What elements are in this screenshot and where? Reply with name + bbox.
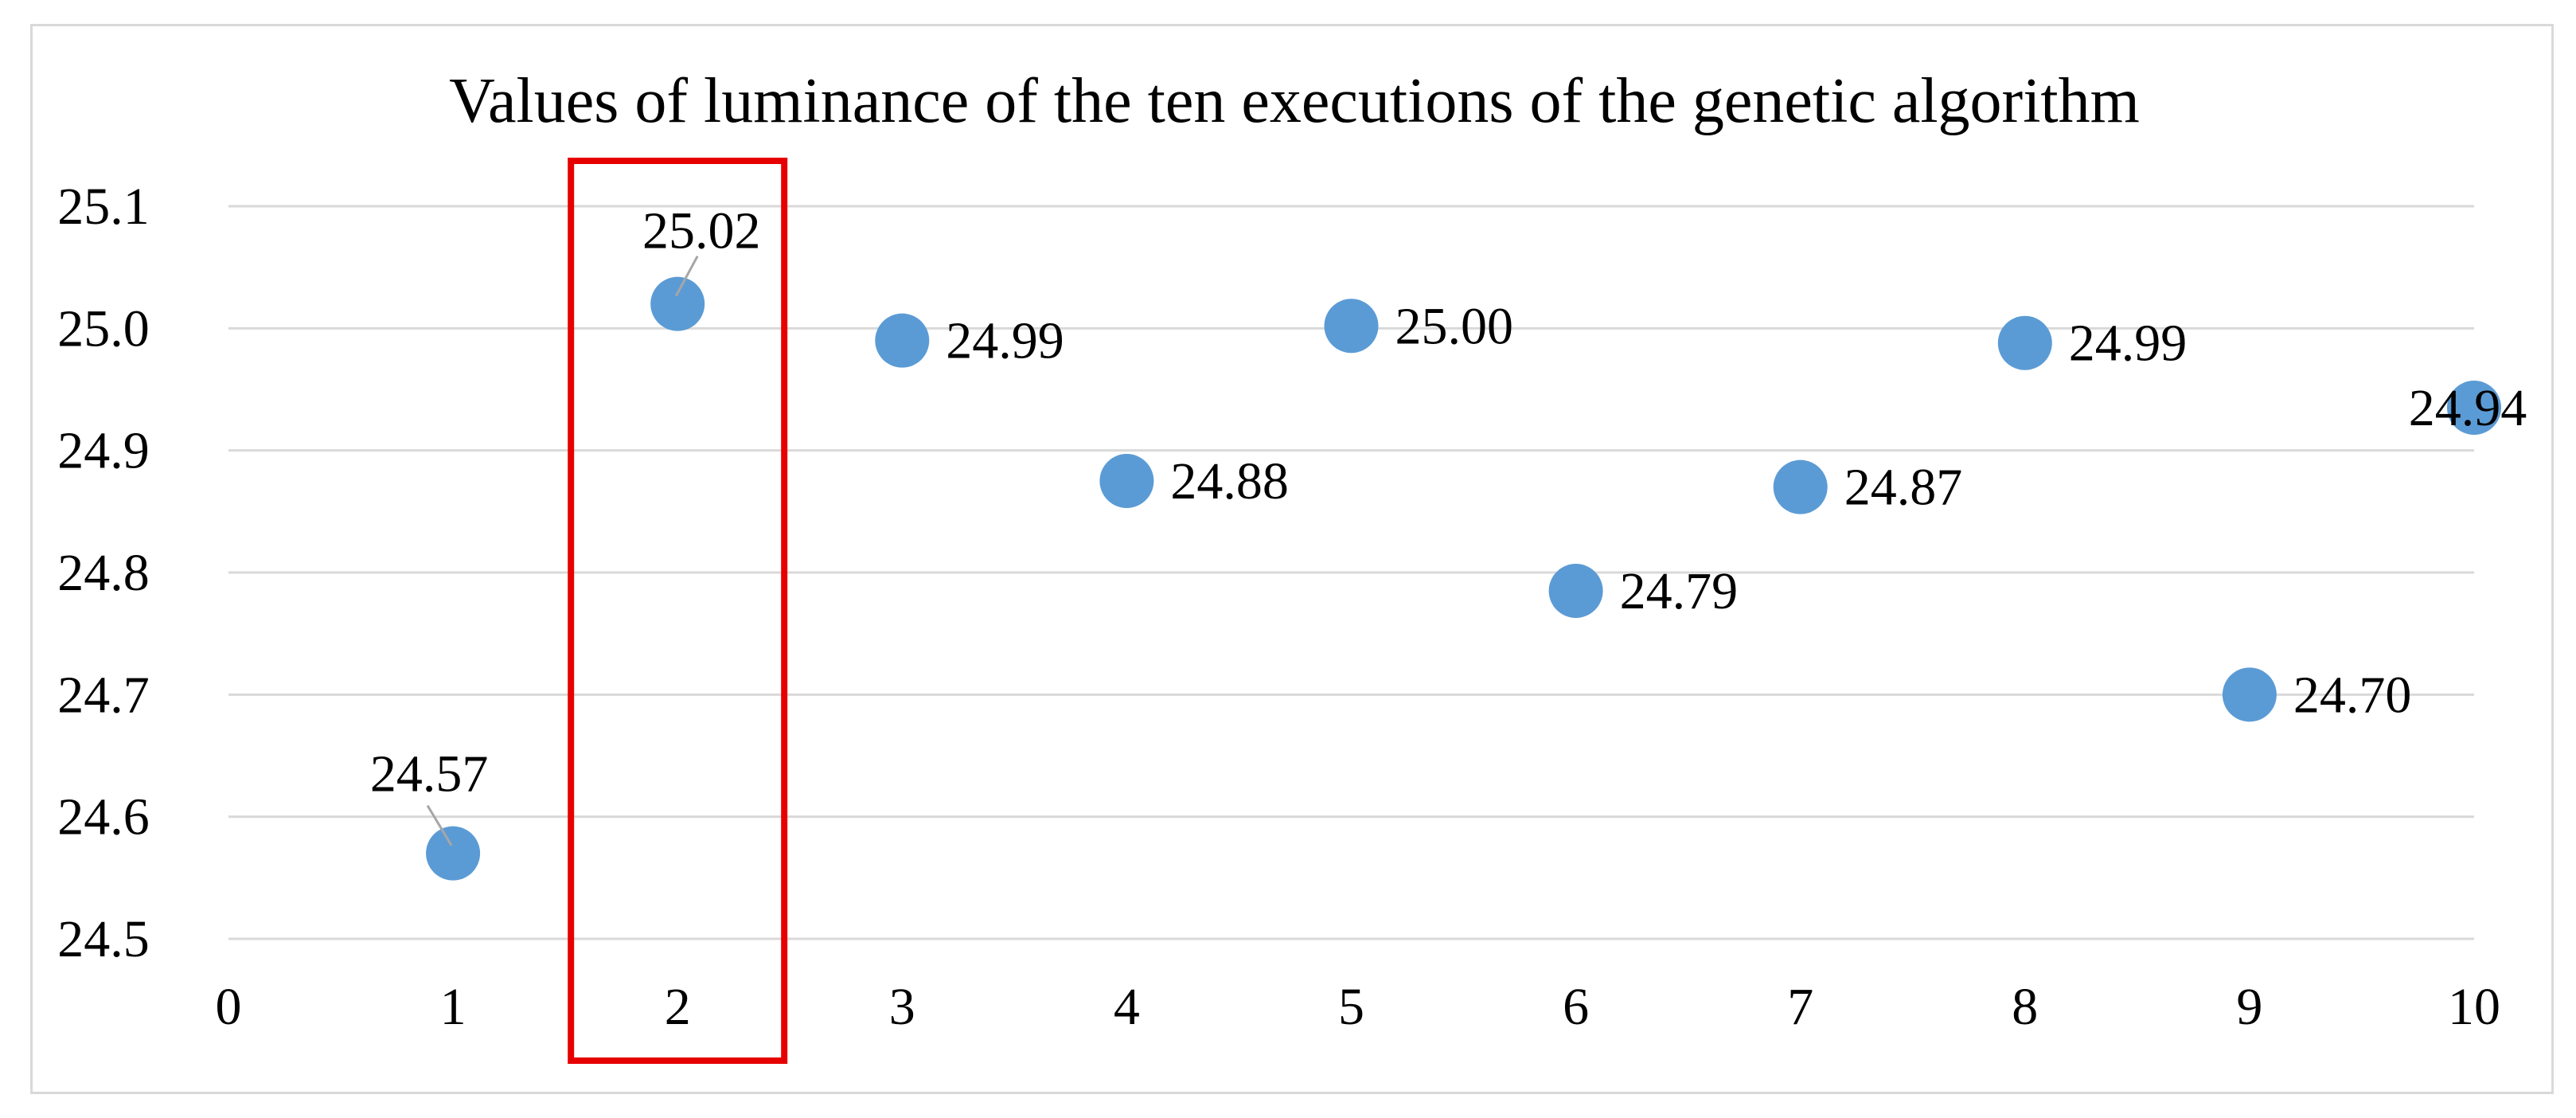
y-tick-label: 24.6 bbox=[57, 788, 150, 846]
x-axis-ticks: 0 1 2 3 4 5 6 7 8 9 10 bbox=[216, 978, 2501, 1036]
data-point bbox=[1773, 459, 1828, 514]
data-label: 24.87 bbox=[1844, 459, 1963, 517]
y-axis-ticks: 24.5 24.6 24.7 24.8 24.9 25.0 25.1 bbox=[57, 178, 150, 968]
data-point bbox=[1548, 564, 1603, 618]
data-point bbox=[650, 276, 705, 331]
data-point bbox=[1099, 454, 1154, 508]
y-tick-label: 25.0 bbox=[57, 299, 150, 358]
data-label: 25.00 bbox=[1395, 297, 1514, 355]
highlight-layer bbox=[568, 158, 788, 1064]
data-label: 24.88 bbox=[1170, 452, 1289, 510]
data-labels: 24.57 25.02 24.99 24.88 25.00 24.79 24.87 24.99… bbox=[370, 202, 2527, 846]
y-tick-label: 25.1 bbox=[57, 178, 150, 236]
x-tick-label: 10 bbox=[2448, 978, 2500, 1036]
data-point bbox=[426, 826, 481, 881]
data-label: 24.57 bbox=[370, 745, 489, 803]
data-point bbox=[1324, 299, 1379, 354]
data-label: 24.99 bbox=[946, 312, 1064, 370]
data-point bbox=[2222, 667, 2277, 722]
data-point bbox=[1997, 315, 2052, 370]
leader-line bbox=[674, 255, 699, 297]
data-points bbox=[426, 276, 2501, 881]
x-tick-label: 0 bbox=[216, 978, 242, 1036]
data-point bbox=[875, 313, 930, 368]
highlight-box bbox=[568, 158, 788, 1064]
data-label: 24.79 bbox=[1620, 562, 1739, 620]
y-tick-label: 24.5 bbox=[57, 910, 150, 968]
data-label: 24.70 bbox=[2293, 666, 2412, 724]
x-tick-label: 1 bbox=[440, 978, 466, 1036]
x-tick-label: 7 bbox=[1787, 978, 1813, 1036]
chart-frame bbox=[30, 24, 2554, 1094]
x-tick-label: 4 bbox=[1114, 978, 1140, 1036]
data-label: 24.99 bbox=[2069, 315, 2188, 373]
y-tick-label: 24.8 bbox=[57, 544, 150, 602]
data-label: 24.94 bbox=[2409, 379, 2527, 437]
data-point bbox=[2447, 381, 2501, 435]
chart-title: Values of luminance of the ten execution… bbox=[449, 66, 2140, 136]
x-tick-label: 3 bbox=[889, 978, 915, 1036]
y-tick-label: 24.7 bbox=[57, 666, 150, 724]
leader-line bbox=[426, 804, 453, 846]
x-tick-label: 6 bbox=[1563, 978, 1589, 1036]
y-tick-label: 24.9 bbox=[57, 422, 150, 480]
x-tick-label: 9 bbox=[2236, 978, 2262, 1036]
data-label: 25.02 bbox=[642, 202, 761, 260]
x-tick-label: 8 bbox=[2012, 978, 2038, 1036]
x-tick-label: 5 bbox=[1338, 978, 1364, 1036]
x-tick-label: 2 bbox=[665, 978, 691, 1036]
